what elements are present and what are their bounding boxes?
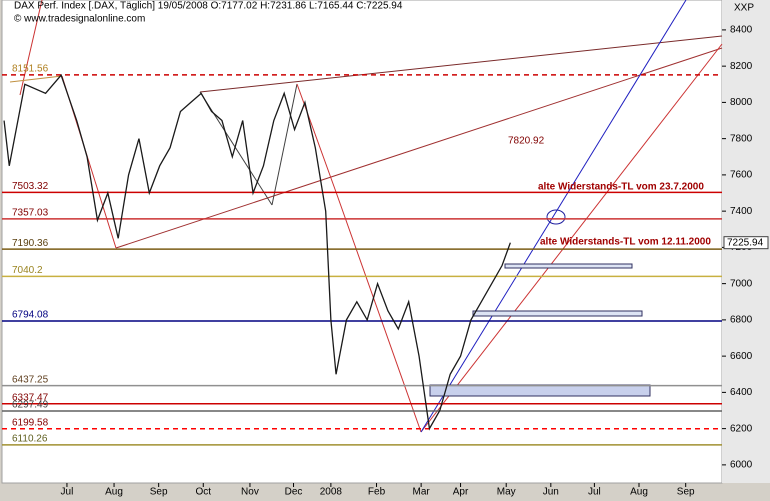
- zone-box: [472, 310, 643, 317]
- x-tick-label: Feb: [368, 487, 386, 498]
- y-tick-label: 7000: [730, 278, 753, 289]
- level-label: 7040.2: [12, 265, 43, 276]
- x-tick-label: Apr: [453, 487, 469, 498]
- y-tick-label: 6800: [730, 315, 753, 326]
- x-tick-label: Nov: [241, 487, 259, 498]
- y-tick-label: 8000: [730, 97, 753, 108]
- level-label: 6794.08: [12, 310, 49, 321]
- price-tag-box: [723, 236, 769, 250]
- chart-title: DAX Perf. Index [.DAX, Täglich] 19/05/20…: [14, 1, 403, 12]
- x-tick-label: Dec: [285, 487, 303, 498]
- trend-line: [19, 0, 43, 96]
- y-tick-label: 6000: [730, 460, 753, 471]
- y-tick-label: 7400: [730, 206, 753, 217]
- x-tick-label: Mar: [413, 487, 431, 498]
- trend-line: [420, 0, 687, 433]
- x-tick-label: May: [497, 487, 516, 498]
- zone-box: [504, 263, 633, 269]
- level-label: 7357.03: [12, 208, 49, 219]
- levels: 8151.56 7503.32 7357.03 7190.36 7040.2 6794.0…: [2, 64, 722, 446]
- x-tick-label: Jul: [61, 487, 74, 498]
- y-tick-label: 7600: [730, 170, 753, 181]
- price-tag: 7225.94: [727, 237, 764, 248]
- trend-line: [199, 35, 723, 93]
- annotation: alte Widerstands-TL vom 12.11.2000: [540, 237, 711, 248]
- trend-line: [335, 191, 422, 433]
- level-label: 6199.58: [12, 417, 49, 428]
- x-tick-label: Jul: [588, 487, 601, 498]
- level-label: 6110.26: [12, 434, 48, 445]
- x-tick-label: Oct: [195, 487, 211, 498]
- x-tick-label: Aug: [105, 487, 123, 498]
- level-label: 8151.56: [12, 64, 49, 75]
- trend-line: [199, 91, 273, 206]
- trend-line: [115, 47, 723, 249]
- level-label: 6437.25: [12, 374, 49, 385]
- annotation: alte Widerstands-TL vom 23.7.2000: [538, 182, 704, 193]
- y-tick-label: 6400: [730, 387, 753, 398]
- trend-line: [420, 43, 723, 433]
- zone-box: [429, 384, 651, 397]
- trend-line: [296, 83, 337, 193]
- marks: [3, 73, 511, 431]
- level-label: 6297.49: [12, 400, 49, 411]
- x-tick-label: Jun: [543, 487, 559, 498]
- marker-circle: [546, 209, 566, 225]
- x-tick-label: 2008: [320, 487, 343, 498]
- y-axis-label: XXP: [734, 3, 754, 14]
- chart-subtitle: © www.tradesignalonline.com: [14, 14, 145, 25]
- x-tick-label: Aug: [630, 487, 648, 498]
- x-tick-label: Sep: [677, 487, 695, 498]
- level-label: 6337.47: [12, 392, 49, 403]
- trend-line: [271, 83, 298, 206]
- y-tick-label: 6600: [730, 351, 753, 362]
- level-label: 7503.32: [12, 181, 49, 192]
- y-tick-label: 8200: [730, 61, 753, 72]
- x-tick-label: Sep: [150, 487, 168, 498]
- price-line: [3, 73, 511, 431]
- y-tick-label: 6200: [730, 423, 753, 434]
- y-tick-label: 8400: [730, 25, 753, 36]
- level-label: 7190.36: [12, 238, 49, 249]
- plot-area: [1, 0, 723, 484]
- y-tick-label: 7800: [730, 133, 753, 144]
- trend-line: [9, 75, 63, 83]
- annotation: 7820.92: [508, 136, 545, 147]
